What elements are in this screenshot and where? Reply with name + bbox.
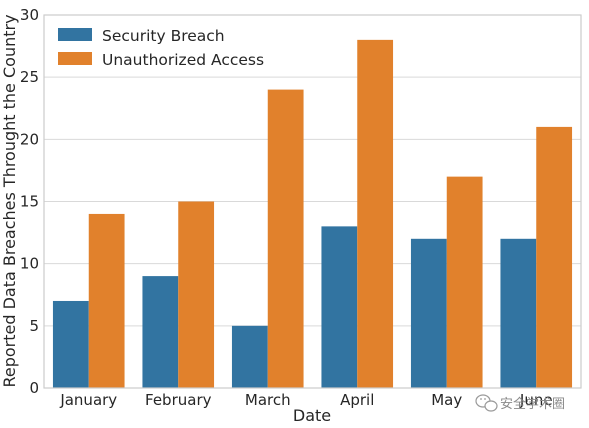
x-tick-label-april: April: [340, 391, 374, 409]
x-tick-label-january: January: [59, 391, 117, 409]
bars: [52, 39, 573, 389]
y-tick-label-30: 30: [20, 6, 39, 24]
bar-march-unauthorized-access: [267, 89, 304, 388]
y-tick-label-15: 15: [20, 193, 39, 211]
legend-label-unauthorized-access: Unauthorized Access: [102, 51, 264, 69]
bar-june-security-breach: [500, 238, 537, 388]
x-tick-label-march: March: [245, 391, 291, 409]
x-tick-label-february: February: [145, 391, 212, 409]
legend-swatch-security-breach: [58, 28, 92, 41]
y-axis-label: Reported Data Breaches Throught the Coun…: [0, 14, 19, 387]
wechat-icon: [475, 394, 498, 412]
bar-january-security-breach: [52, 300, 89, 388]
bar-february-unauthorized-access: [178, 201, 215, 388]
legend-label-security-breach: Security Breach: [102, 27, 225, 45]
x-axis-label: Date: [293, 406, 331, 425]
bar-january-unauthorized-access: [88, 213, 125, 388]
bar-february-security-breach: [142, 276, 179, 388]
legend-swatch-unauthorized-access: [58, 52, 92, 65]
x-tick-label-may: May: [431, 391, 462, 409]
watermark-text: 安全学术圈: [500, 396, 565, 412]
x-tick-label-june: June: [519, 391, 553, 409]
watermark: 安全学术圈: [475, 394, 565, 412]
bar-april-security-breach: [321, 226, 358, 388]
bar-april-unauthorized-access: [357, 39, 394, 388]
bar-may-security-breach: [410, 238, 447, 388]
bar-june-unauthorized-access: [536, 126, 573, 389]
bar-may-unauthorized-access: [446, 176, 483, 388]
y-tick-label-20: 20: [20, 130, 39, 148]
x-tick-labels: January February March April May June: [59, 391, 552, 409]
y-tick-label-10: 10: [20, 255, 39, 273]
y-tick-label-0: 0: [29, 379, 39, 397]
y-tick-label-25: 25: [20, 68, 39, 86]
legend: Security Breach Unauthorized Access: [58, 27, 264, 69]
plot-frame: [43, 14, 582, 389]
y-tick-labels: 0 5 10 15 20 25 30: [20, 6, 39, 397]
bar-march-security-breach: [231, 325, 268, 388]
y-tick-label-5: 5: [29, 317, 39, 335]
